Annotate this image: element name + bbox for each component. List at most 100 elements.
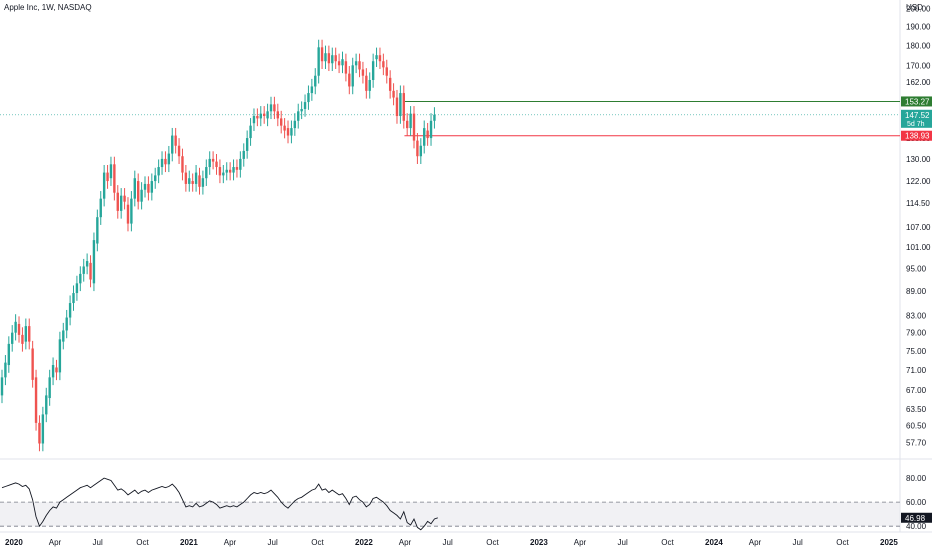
candle-body <box>184 172 188 184</box>
candle-body <box>58 339 62 373</box>
time-tick-label: 2024 <box>705 538 723 547</box>
price-tick-label: 122.00 <box>906 177 931 186</box>
candle-body <box>324 53 327 62</box>
price-tick-label: 67.00 <box>906 386 927 395</box>
candle-body <box>205 167 208 179</box>
candle-body <box>24 326 28 342</box>
price-tick-label: 89.00 <box>906 287 927 296</box>
candle-body <box>351 65 354 87</box>
candle-body <box>348 73 351 87</box>
candle-body <box>320 47 324 62</box>
candle-body <box>416 140 419 157</box>
price-tick-label: 83.00 <box>906 311 927 320</box>
candle-body <box>28 326 31 342</box>
candle-body <box>147 183 150 193</box>
candle-body <box>215 161 218 168</box>
time-tick-label: Apr <box>49 538 62 547</box>
candle-body <box>21 334 24 344</box>
target-price-label-bg <box>901 96 932 107</box>
time-tick-label: 2020 <box>5 538 23 547</box>
candle-body <box>72 293 75 304</box>
candle-body <box>198 175 201 187</box>
candle-body <box>177 145 181 157</box>
candle-body <box>242 150 245 159</box>
candle-body <box>201 178 205 187</box>
candle-body <box>99 198 102 218</box>
rsi-line <box>1 477 438 531</box>
candle-body <box>262 113 266 117</box>
candle-body <box>85 261 89 267</box>
symbol-title: Apple Inc, 1W, NASDAQ <box>4 3 92 12</box>
candle-body <box>395 97 399 117</box>
rsi-band <box>0 502 900 527</box>
candle-body <box>259 113 262 119</box>
candle-body <box>133 178 136 199</box>
candle-body <box>160 158 164 168</box>
time-tick-label: Apr <box>224 538 237 547</box>
candle-body <box>222 172 225 176</box>
stop-price-label-bg <box>901 130 932 141</box>
stop-price-label: 138.93 <box>905 132 930 141</box>
candle-body <box>273 104 276 112</box>
candle-body <box>157 167 160 176</box>
candle-body <box>392 90 395 98</box>
price-tick-label: 180.00 <box>906 41 931 50</box>
candle-body <box>154 175 157 182</box>
candle-body <box>194 172 198 184</box>
price-tick-label: 162.00 <box>906 78 931 87</box>
candle-body <box>17 323 21 335</box>
candle-body <box>106 172 109 182</box>
candle-body <box>266 111 269 119</box>
rsi-pane <box>1 477 438 531</box>
candle-body <box>245 138 249 151</box>
candle-body <box>225 169 228 173</box>
candle-body <box>249 125 252 139</box>
candle-body <box>371 61 375 80</box>
candle-body <box>92 240 96 284</box>
rsi-last-label: 46.98 <box>905 514 926 523</box>
candle-body <box>423 128 426 146</box>
candle-body <box>256 116 259 119</box>
time-tick-label: 2021 <box>180 538 198 547</box>
candle-body <box>433 114 436 121</box>
candle-body <box>11 332 14 344</box>
candle-body <box>293 120 297 129</box>
price-tick-label: 79.00 <box>906 329 927 338</box>
candle-body <box>191 181 194 184</box>
candle-body <box>300 108 303 112</box>
candle-body <box>79 273 82 284</box>
candle-body <box>31 348 34 380</box>
candle-body <box>402 93 405 121</box>
rsi-tick-label: 40.00 <box>906 522 927 531</box>
time-tick-label: Oct <box>486 538 499 547</box>
time-tick-label: Apr <box>399 538 412 547</box>
candle-body <box>171 135 174 154</box>
candle-body <box>96 217 99 244</box>
price-tick-label: 95.00 <box>906 264 927 273</box>
candle-body <box>317 47 320 76</box>
candle-body <box>75 283 79 294</box>
candle-body <box>358 61 361 70</box>
time-tick-label: 2022 <box>355 538 373 547</box>
rsi-last-label-bg <box>901 512 932 523</box>
price-tick-label: 114.50 <box>906 199 930 208</box>
candle-body <box>310 86 314 94</box>
candle-body <box>164 158 167 165</box>
price-tick-label: 57.70 <box>906 438 927 447</box>
price-tick-label: 200.00 <box>906 5 931 14</box>
bar-countdown-label: 5d 7h <box>907 121 925 128</box>
candle-body <box>314 75 317 87</box>
candle-body <box>382 61 385 68</box>
candle-body <box>174 135 177 146</box>
price-tick-label: 190.00 <box>906 23 931 32</box>
candle-body <box>426 130 429 139</box>
time-tick-label: Oct <box>311 538 324 547</box>
candle-body <box>82 266 85 274</box>
candle-body <box>109 164 113 179</box>
candle-body <box>218 167 222 176</box>
candle-body <box>51 365 55 378</box>
candle-body <box>150 181 154 193</box>
time-tick-label: Oct <box>836 538 849 547</box>
candle-body <box>337 61 341 66</box>
